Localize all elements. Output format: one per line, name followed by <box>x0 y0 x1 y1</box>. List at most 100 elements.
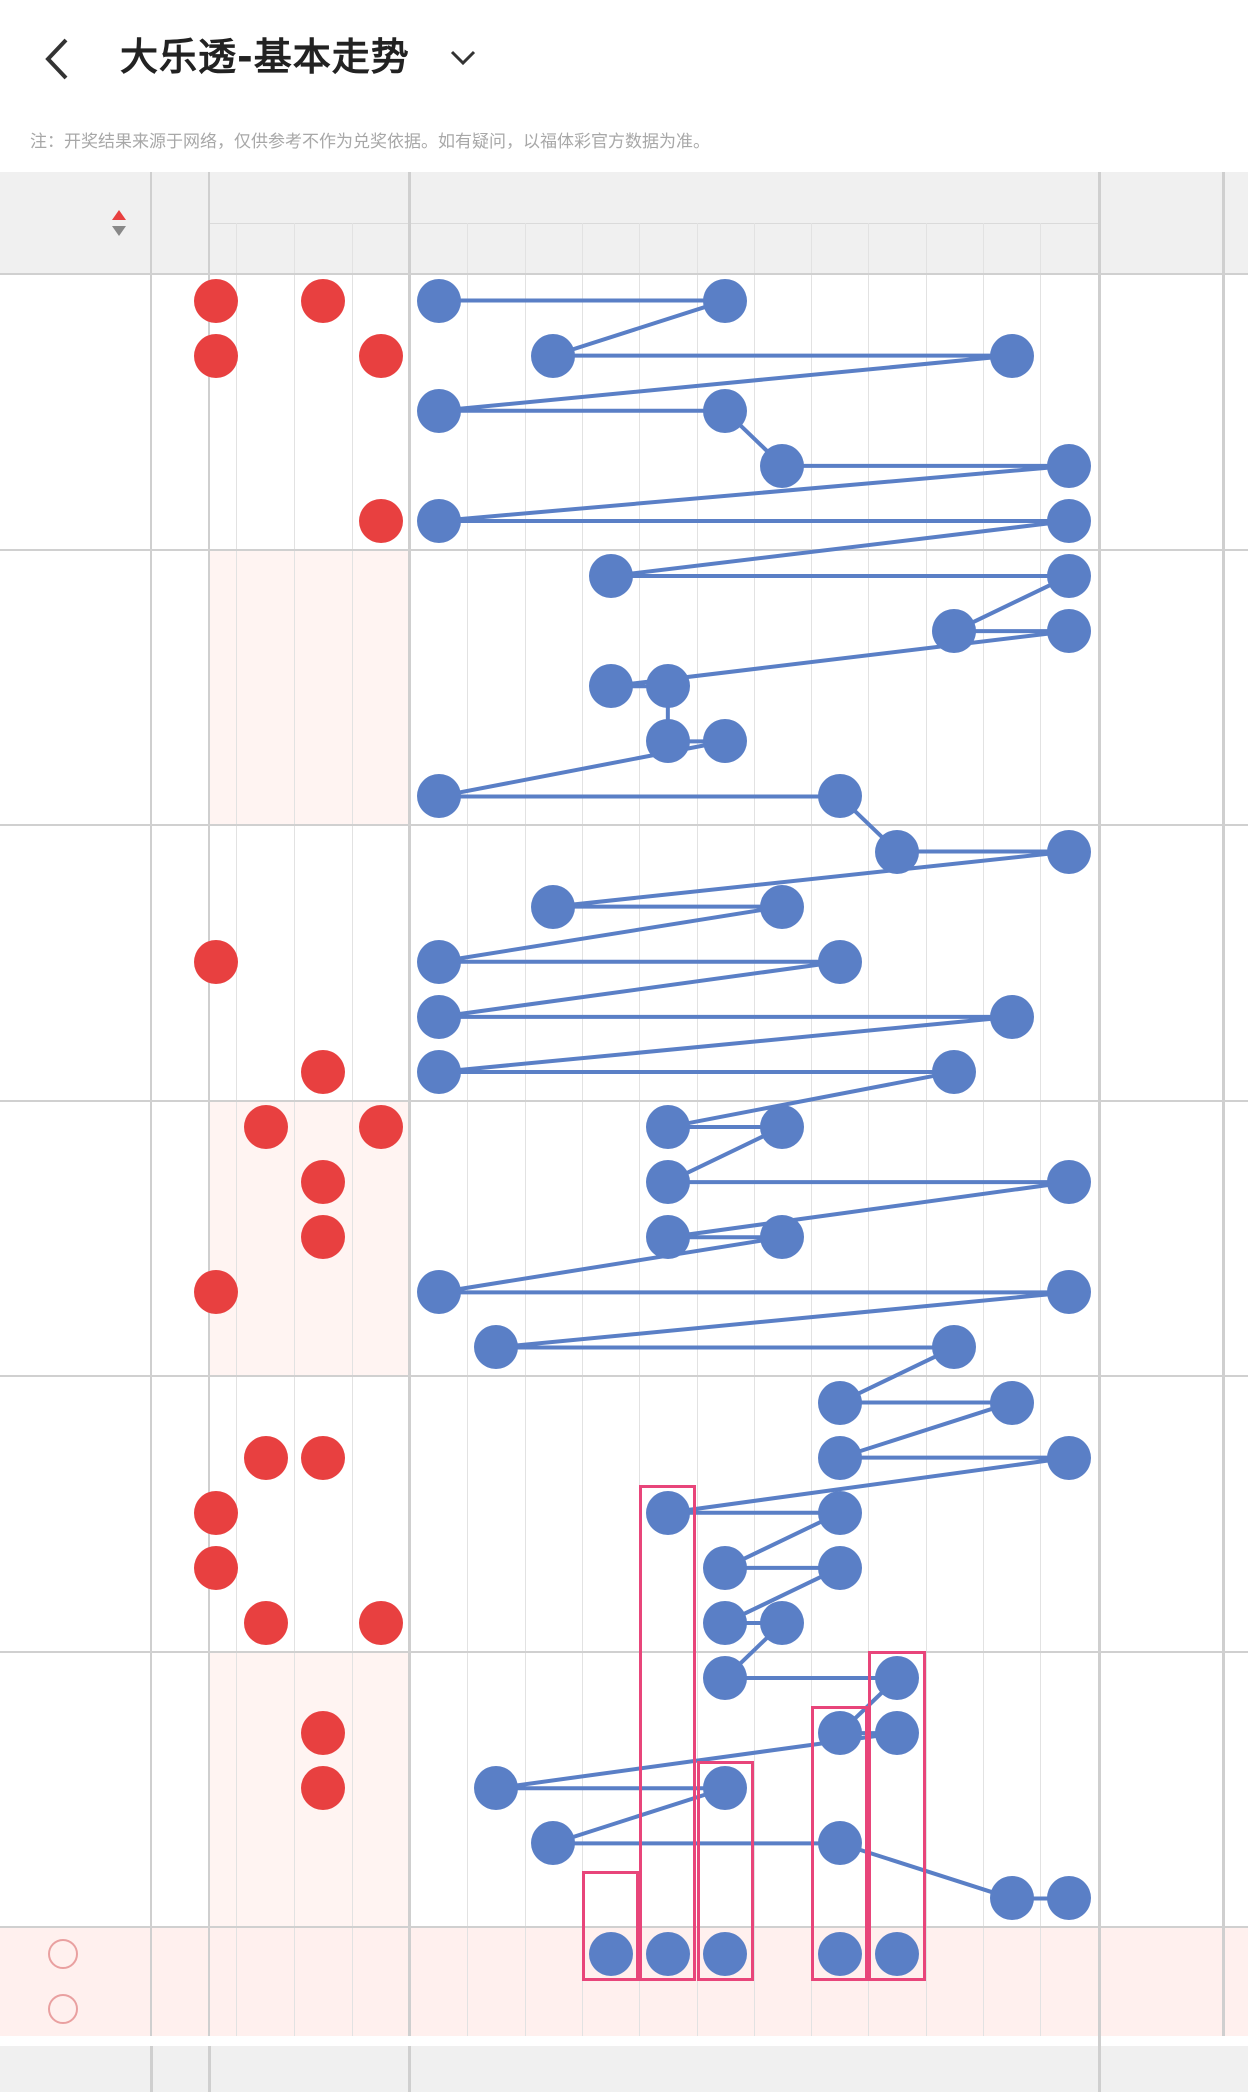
front-miss-cell <box>352 989 410 1044</box>
blue-ball <box>703 388 748 433</box>
blue-miss-cell <box>1040 383 1097 438</box>
select-blue-option[interactable] <box>983 1981 1040 2036</box>
front-miss-cell <box>237 1044 295 1099</box>
select-front-option[interactable] <box>352 1926 410 1981</box>
blue-miss-cell <box>639 438 696 493</box>
blue-miss-cell <box>582 1430 639 1485</box>
select-front-option[interactable] <box>294 1926 352 1981</box>
select-blue-option[interactable] <box>639 1981 696 2036</box>
front-miss-cell <box>237 383 295 438</box>
blue-ball <box>760 443 805 488</box>
front-miss-cell <box>187 1430 245 1485</box>
footer-header <box>0 2046 1248 2092</box>
blue-miss-cell <box>926 714 983 769</box>
blue-miss-cell <box>811 383 868 438</box>
blue-miss-cell <box>754 1485 811 1540</box>
issue-cell <box>0 1044 150 1099</box>
front-miss-cell <box>237 273 295 328</box>
blue-miss-cell <box>639 769 696 824</box>
blue-miss-cell <box>811 879 868 934</box>
select-blue-option[interactable] <box>754 1981 811 2036</box>
front-miss-cell <box>237 1320 295 1375</box>
sum-cell <box>1100 1706 1226 1761</box>
select-radio[interactable] <box>48 1939 78 1969</box>
front-miss-cell <box>237 438 295 493</box>
blue-miss-cell <box>1040 1651 1097 1706</box>
blue-miss-cell <box>983 1265 1040 1320</box>
select-radio[interactable] <box>48 1994 78 2025</box>
blue-ball <box>817 1545 862 1590</box>
blue-miss-cell <box>926 769 983 824</box>
blue-miss-cell <box>525 1430 582 1485</box>
select-front-option[interactable] <box>294 1981 352 2036</box>
blue-miss-cell <box>697 1706 754 1761</box>
blue-miss-cell <box>582 493 639 548</box>
selected-blue-ball[interactable] <box>817 1931 862 1976</box>
blue-miss-cell <box>868 769 925 824</box>
select-blue-option[interactable] <box>926 1981 983 2036</box>
blue-miss-cell <box>467 328 524 383</box>
select-blue-option[interactable] <box>582 1981 639 2036</box>
blue-miss-cell <box>639 604 696 659</box>
blue-ball <box>760 1600 805 1645</box>
select-blue-option[interactable] <box>467 1981 524 2036</box>
front-miss-cell <box>294 604 352 659</box>
blue-miss-cell <box>582 273 639 328</box>
blue-miss-cell <box>811 659 868 714</box>
front-miss-cell <box>352 934 410 989</box>
select-blue-option[interactable] <box>1040 1981 1097 2036</box>
selected-blue-ball[interactable] <box>875 1931 920 1976</box>
blue-miss-cell <box>926 824 983 879</box>
blue-miss-cell <box>525 1375 582 1430</box>
blue-ball <box>703 719 748 764</box>
blue-ball <box>989 333 1034 378</box>
select-front-option[interactable] <box>237 1926 295 1981</box>
select-blue-option[interactable] <box>926 1926 983 1981</box>
blue-miss-cell <box>639 879 696 934</box>
blue-miss-cell <box>926 1651 983 1706</box>
red-ball <box>301 1766 345 1811</box>
select-blue-option[interactable] <box>754 1926 811 1981</box>
title-dropdown-button[interactable] <box>448 46 478 70</box>
front-miss-cell <box>237 1210 295 1265</box>
select-blue-option[interactable] <box>811 1981 868 2036</box>
select-blue-option[interactable] <box>525 1926 582 1981</box>
blue-miss-cell <box>754 1375 811 1430</box>
select-blue-option[interactable] <box>410 1926 467 1981</box>
blue-miss-cell <box>868 934 925 989</box>
select-blue-option[interactable] <box>697 1981 754 2036</box>
blue-miss-cell <box>926 989 983 1044</box>
sort-up-down-icon[interactable] <box>111 208 127 238</box>
select-label[interactable] <box>90 1926 160 1981</box>
blue-miss-cell <box>868 1044 925 1099</box>
blue-miss-cell <box>754 383 811 438</box>
red-ball <box>194 939 238 984</box>
blue-miss-cell <box>926 1761 983 1816</box>
select-front-option[interactable] <box>352 1981 410 2036</box>
front-miss-cell <box>352 824 410 879</box>
selected-blue-ball[interactable] <box>703 1931 748 1976</box>
blue-miss-cell <box>410 1761 467 1816</box>
blue-ball <box>416 994 461 1039</box>
back-button[interactable] <box>38 34 78 84</box>
select-blue-option[interactable] <box>868 1981 925 2036</box>
blue-miss-cell <box>697 989 754 1044</box>
highlight-box <box>581 1870 640 1982</box>
select-blue-option[interactable] <box>525 1981 582 2036</box>
blue-miss-cell <box>1040 769 1097 824</box>
blue-miss-cell <box>525 824 582 879</box>
select-blue-option[interactable] <box>1040 1926 1097 1981</box>
front-miss-cell <box>237 879 295 934</box>
blue-miss-cell <box>525 383 582 438</box>
select-label[interactable] <box>90 1981 160 2036</box>
select-blue-option[interactable] <box>983 1926 1040 1981</box>
selected-blue-ball[interactable] <box>645 1931 690 1976</box>
blue-miss-cell <box>525 659 582 714</box>
sum-cell <box>1100 1871 1226 1926</box>
select-front-option[interactable] <box>237 1981 295 2036</box>
select-blue-option[interactable] <box>410 1981 467 2036</box>
blue-ball <box>588 664 633 709</box>
selected-blue-ball[interactable] <box>588 1931 633 1976</box>
select-blue-option[interactable] <box>467 1926 524 1981</box>
highlight-box <box>639 1485 697 1982</box>
